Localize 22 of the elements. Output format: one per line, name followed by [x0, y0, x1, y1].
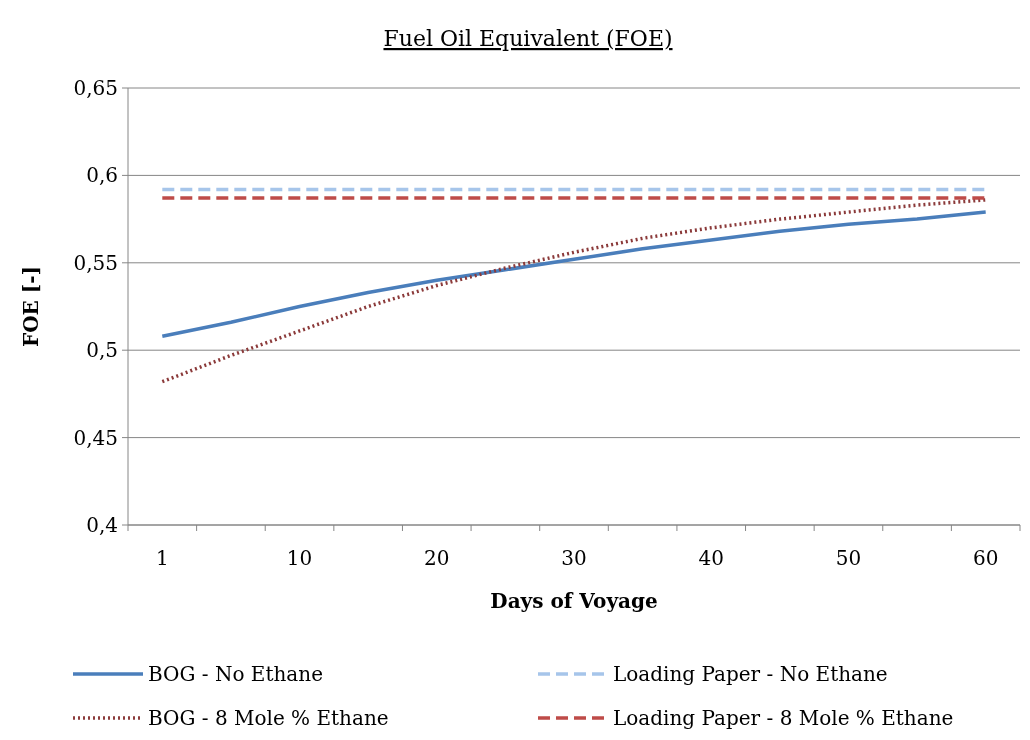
x-tick-label: 20 [424, 546, 450, 570]
x-tick-label: 50 [835, 546, 862, 570]
chart-title: Fuel Oil Equivalent (FOE) [383, 26, 673, 51]
y-tick-label: 0,5 [86, 338, 118, 363]
legend-label: Loading Paper - No Ethane [613, 662, 888, 686]
x-tick-label: 10 [286, 546, 313, 570]
x-tick-label: 40 [698, 546, 724, 570]
legend-label: BOG - No Ethane [148, 662, 323, 686]
line-series [160, 198, 988, 384]
y-axis-title: FOE [-] [19, 265, 43, 348]
y-tick-label: 0,4 [86, 513, 118, 537]
y-tick-label: 0,6 [86, 163, 118, 188]
legend-label: Loading Paper - 8 Mole % Ethane [613, 706, 954, 730]
line-series [160, 210, 988, 338]
x-tick-label: 30 [561, 546, 587, 570]
y-tick-label: 0,45 [73, 425, 118, 450]
x-axis-title: Days of Voyage [490, 589, 658, 613]
legend-label: BOG - 8 Mole % Ethane [148, 706, 389, 730]
y-tick-label: 0,65 [73, 76, 118, 100]
x-tick-label: 60 [972, 546, 999, 570]
x-tick-label: 1 [155, 546, 169, 570]
y-tick-label: 0,55 [73, 250, 118, 275]
